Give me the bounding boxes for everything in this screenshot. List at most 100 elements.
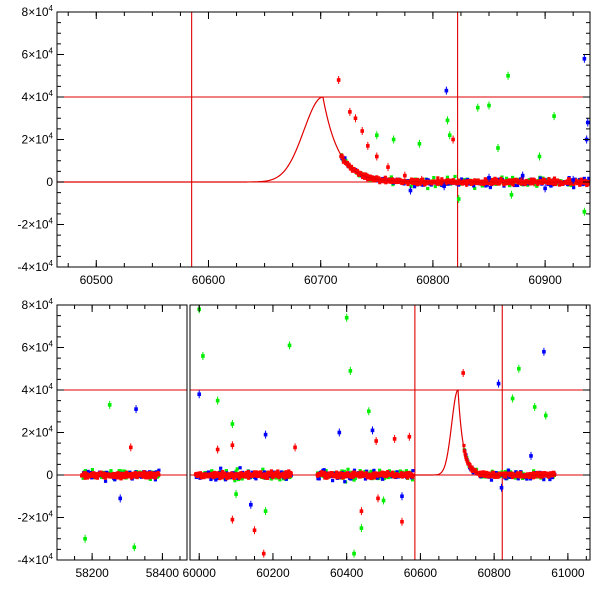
cloud-marker-blue: [352, 468, 357, 472]
series-red: [336, 76, 570, 188]
data-point-blue: [370, 428, 375, 433]
y-tick-label-times: ×10: [28, 426, 49, 440]
cloud-marker-blue: [209, 477, 213, 482]
cloud-marker-red: [490, 474, 494, 478]
cloud-marker-blue: [572, 186, 576, 190]
y-tick-label: -2×104: [18, 510, 54, 525]
cloud-marker-blue: [472, 184, 476, 188]
data-point-red: [407, 434, 412, 439]
data-point-green: [381, 498, 386, 503]
cloud-marker-red: [399, 471, 404, 475]
cloud-marker-blue: [157, 468, 161, 472]
cloud-marker-green: [378, 468, 382, 472]
cloud-marker-red: [361, 172, 365, 176]
cloud-marker-red: [198, 471, 202, 475]
series-green: [83, 305, 548, 558]
y-tick-label: 0: [46, 468, 53, 482]
cloud-marker-red: [266, 470, 270, 474]
plot-frame: [56, 11, 591, 268]
x-tick-label: 60900: [528, 273, 562, 287]
cloud-marker-blue: [279, 470, 284, 474]
cloud-marker-red: [221, 469, 225, 474]
cloud-marker-red: [543, 471, 547, 475]
y-tick-label: 8×104: [22, 297, 54, 312]
cloud-marker-green: [510, 175, 515, 180]
data-point-blue: [571, 178, 575, 182]
cloud-marker-red: [372, 476, 376, 480]
data-point-red: [464, 181, 469, 185]
cloud-marker-red: [266, 476, 270, 480]
y-tick-label-times: ×10: [28, 553, 49, 567]
y-tick-label-times: ×10: [28, 90, 49, 104]
cloud-marker-red: [545, 471, 549, 475]
cloud-marker-green: [210, 469, 214, 473]
data-point-green: [391, 137, 396, 142]
cloud-marker-red: [202, 475, 206, 480]
data-point-green: [263, 509, 268, 513]
cloud-marker-blue: [284, 477, 288, 481]
cloud-marker-blue: [262, 470, 267, 474]
cloud-marker-blue: [113, 478, 117, 482]
cloud-marker-blue: [376, 476, 380, 480]
data-point-green: [532, 405, 537, 409]
cloud-marker-red: [528, 475, 532, 480]
cloud-marker-red: [519, 471, 523, 475]
cloud-marker-red: [579, 177, 583, 181]
cloud-marker-green: [340, 469, 344, 473]
cloud-marker-green: [504, 176, 509, 180]
data-point-red: [261, 551, 266, 556]
data-point-green: [215, 398, 220, 403]
cloud-marker-blue: [550, 475, 554, 480]
cloud-marker-blue: [105, 470, 109, 474]
cloud-marker-red: [468, 463, 472, 467]
cloud-marker-red: [92, 471, 96, 475]
cloud-marker-green: [507, 183, 512, 188]
plot-frame-segment-1: [189, 304, 591, 561]
cloud-marker-green: [453, 174, 457, 179]
cloud-marker-red: [390, 180, 394, 184]
y-tick-label-exponent: 4: [49, 47, 54, 56]
y-tick-label-mantissa: -4: [18, 260, 29, 274]
cloud-marker-red: [226, 473, 230, 477]
cloud-marker-red: [470, 465, 474, 469]
cloud-marker-red: [360, 470, 364, 474]
cloud-marker-red: [199, 476, 203, 480]
y-tick-label-mantissa: -2: [18, 218, 29, 232]
cloud-marker-red: [553, 182, 558, 187]
cloud-marker-green: [473, 186, 477, 191]
cloud-marker-red: [358, 470, 362, 474]
cloud-marker-blue: [216, 476, 220, 481]
data-point-blue: [520, 173, 525, 178]
cloud-marker-red: [363, 176, 367, 180]
cloud-marker-green: [387, 469, 391, 473]
cloud-marker-red: [345, 160, 350, 165]
data-point-red: [386, 165, 390, 169]
cloud-marker-red: [536, 182, 540, 187]
data-point-green: [287, 343, 292, 348]
y-tick-label-times: ×10: [28, 133, 49, 147]
y-tick-label-mantissa: 4: [22, 90, 29, 104]
cloud-marker-green: [432, 176, 436, 180]
y-tick-label: 6×104: [22, 47, 54, 62]
cloud-marker-red: [115, 476, 120, 480]
data-point-red: [230, 517, 235, 522]
cloud-marker-blue: [514, 470, 518, 474]
y-tick-label-mantissa: 0: [46, 468, 53, 482]
cloud-marker-red: [495, 178, 499, 183]
x-axis: 58200 58400 60000 60200 60400 60600 60800 61000: [56, 305, 587, 580]
y-tick-label-times: ×10: [28, 383, 49, 397]
data-point-blue: [487, 175, 491, 180]
cloud-marker-red: [358, 171, 363, 175]
cloud-marker-red: [506, 181, 511, 186]
cloud-marker-blue: [485, 183, 489, 187]
y-tick-label: 6×104: [22, 340, 54, 355]
data-point-red: [436, 179, 441, 183]
cloud-marker-blue: [548, 477, 552, 482]
y-tick-label-mantissa: -2: [18, 511, 29, 525]
cloud-marker-blue: [582, 176, 586, 181]
cloud-marker-red: [436, 176, 440, 180]
cloud-marker-red: [411, 473, 415, 477]
cloud-marker-red: [145, 475, 149, 479]
cloud-marker-red: [275, 474, 280, 479]
